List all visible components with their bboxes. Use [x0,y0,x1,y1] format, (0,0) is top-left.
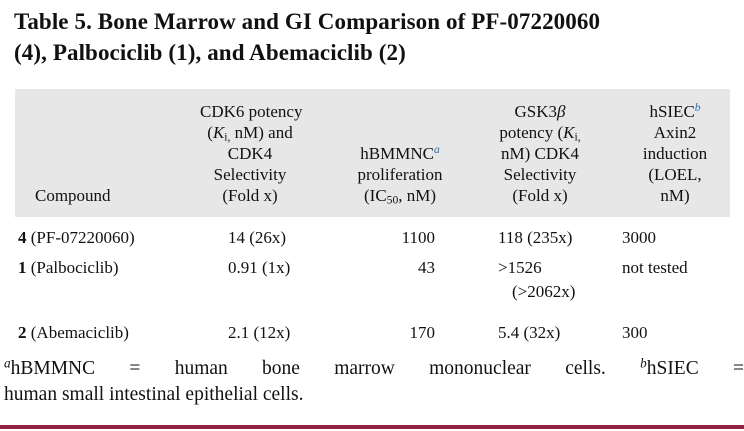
cell-compound: 2 (Abemaciclib) [18,323,129,342]
col-header-hbmmnc-proliferation: hBMMNCa proliferation (IC50, nM) [357,143,443,207]
table-footnote: ahBMMNC = human bone marrow mononuclear … [4,356,744,408]
cell-hbmmnc: 43 [418,258,435,277]
cell-gsk3b: >1526 (>2062x) [498,258,576,301]
paper-table-page: Table 5. Bone Marrow and GI Comparison o… [0,6,744,431]
table-row-pf07220060: 4 (PF-07220060) 14 (26x) 1100 118 (235x)… [15,217,730,250]
footnote-line1: ahBMMNC = human bone marrow mononuclear … [4,355,744,379]
cell-compound: 1 (Palbociclib) [18,258,119,277]
cell-gsk3b: 5.4 (32x) [498,323,561,342]
cell-hsiec: not tested [622,258,688,277]
cell-hbmmnc: 1100 [401,228,435,247]
table-title: Table 5. Bone Marrow and GI Comparison o… [14,6,736,68]
footnote-line2: human small intestinal epithelial cells. [4,384,304,405]
table-row-palbociclib: 1 (Palbociclib) 0.91 (1x) 43 >1526 (>2062… [15,250,730,304]
cell-hsiec: 300 [622,323,648,342]
cell-hbmmnc: 170 [409,323,436,342]
cell-cdk6-potency: 14 (26x) [228,228,287,247]
col-header-cdk6-potency: CDK6 potency (Ki, nM) and CDK4 Selectivity(… [200,102,303,205]
table-title-line2: (4), Palbociclib (1), and Abemaciclib (2… [14,40,406,65]
cell-cdk6-potency: 2.1 (12x) [228,323,291,342]
table-title-line1: Table 5. Bone Marrow and GI Comparison o… [14,9,601,34]
table-header-row: Compound CDK6 potency (Ki, nM) and CDK4 Sel… [15,89,730,217]
cell-hsiec: 3000 [622,228,656,247]
cell-compound: 4 (PF-07220060) [18,228,135,247]
data-table: Compound CDK6 potency (Ki, nM) and CDK4 Sel… [15,89,730,345]
col-header-hsiec-axin2: hSIECb Axin2 induction (LOEL, nM) [642,101,708,205]
section-divider-rule [0,425,744,429]
col-header-gsk3b-potency: GSK3β potency (Ki, nM) CDK4 Selectivity (Fol… [499,102,581,205]
table-row-abemaciclib: 2 (Abemaciclib) 2.1 (12x) 170 5.4 (32x) … [15,315,730,345]
cell-cdk6-potency: 0.91 (1x) [228,258,291,277]
col-header-compound: Compound [35,186,111,205]
cell-gsk3b: 118 (235x) [498,228,573,247]
